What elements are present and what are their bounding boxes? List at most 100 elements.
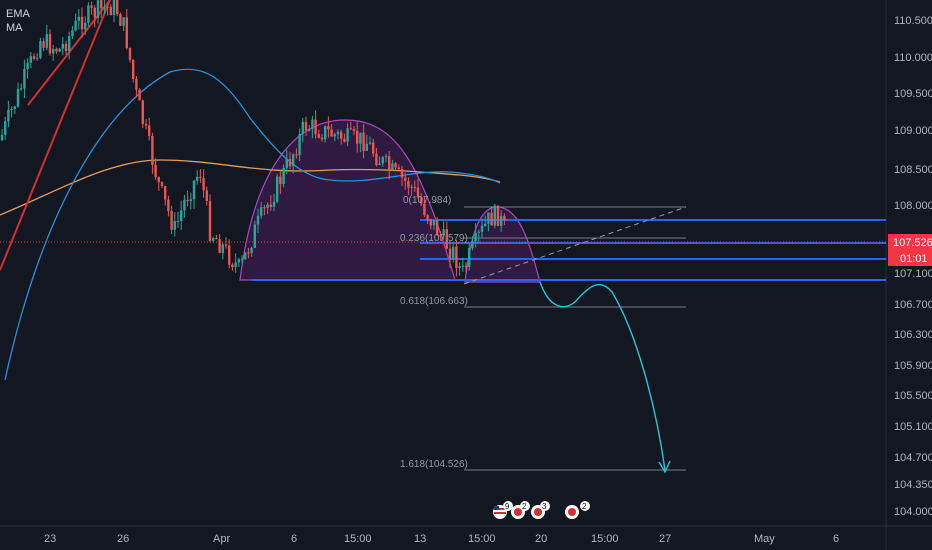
candle-body: [237, 259, 240, 263]
price-tick: 105.900: [894, 360, 932, 372]
ma-label[interactable]: MA: [6, 22, 23, 34]
trend-line-1[interactable]: [0, 0, 111, 271]
price-tick: 104.000: [894, 506, 932, 518]
candle-body: [16, 89, 20, 107]
event-icon[interactable]: 3: [531, 501, 550, 519]
candle-body: [122, 17, 125, 26]
candle-body: [452, 246, 455, 259]
candle-body: [253, 224, 256, 248]
price-tick: 110.000: [894, 52, 932, 64]
candle-body: [112, 0, 116, 16]
candle-body: [298, 133, 301, 156]
candle-body: [285, 158, 288, 168]
candle-body: [500, 215, 503, 226]
candle-body: [423, 203, 426, 216]
candle-body: [74, 20, 77, 31]
candle-body: [368, 142, 372, 144]
candle-body: [228, 245, 231, 265]
price-tick: 109.500: [894, 88, 932, 100]
candle-body: [356, 130, 359, 144]
ema-label[interactable]: EMA: [6, 8, 30, 20]
fib-trend-dashed[interactable]: [463, 206, 687, 285]
candle-body: [394, 163, 397, 168]
projection-path[interactable]: [539, 281, 666, 471]
candle-body: [68, 36, 71, 52]
candle-body: [80, 16, 84, 30]
time-tick: 26: [117, 533, 129, 545]
candle-body: [308, 128, 311, 131]
candle-body: [362, 132, 365, 151]
event-markers[interactable]: 9 2 3 2: [493, 501, 590, 519]
candle-body: [58, 48, 61, 52]
ema-line[interactable]: [4, 68, 501, 381]
candle-body: [135, 78, 138, 90]
candle-body: [128, 48, 132, 60]
candle-body: [125, 17, 128, 49]
candle-body: [330, 129, 333, 137]
candle-body: [384, 156, 388, 158]
event-icon[interactable]: 2: [565, 501, 590, 519]
price-tick: 104.700: [894, 452, 932, 464]
candle-body: [186, 199, 189, 202]
candle-body: [96, 0, 100, 18]
candle-body: [336, 131, 340, 135]
candle-body: [154, 164, 157, 178]
candle-body: [276, 176, 279, 202]
candle-body: [0, 134, 4, 140]
candle-body: [496, 205, 500, 226]
candle-body: [260, 207, 263, 216]
price-axis[interactable]: 110.500 110.000 109.500 109.000 108.500 …: [894, 15, 932, 518]
candle-body: [106, 6, 109, 8]
candle-body: [164, 186, 167, 200]
countdown-tag: [888, 250, 932, 266]
time-tick: 15:00: [591, 533, 619, 545]
candle-body: [183, 199, 186, 211]
candle-body: [404, 177, 407, 181]
candle-body: [458, 266, 461, 268]
candle-body: [340, 131, 343, 139]
time-axis[interactable]: 23 26 Apr 6 15:00 13 15:00 20 15:00 27 M…: [44, 533, 839, 545]
fib-label-1618: 1.618(104.526): [400, 459, 468, 470]
candle-body: [202, 177, 205, 191]
candle-body: [244, 252, 247, 260]
fib-label-0618: 0.618(106.663): [400, 296, 468, 307]
candle-body: [23, 69, 26, 89]
candle-body: [263, 207, 266, 209]
price-tick: 108.000: [894, 200, 932, 212]
candle-body: [173, 221, 176, 230]
candle-body: [157, 177, 160, 183]
event-count: 2: [522, 502, 527, 511]
projection-arrowhead: [658, 460, 671, 474]
candle-body: [7, 109, 10, 122]
candle-body: [256, 215, 260, 225]
candle-body: [26, 62, 29, 70]
candle-body: [199, 176, 202, 178]
candle-body: [52, 48, 55, 54]
ma-line[interactable]: [0, 159, 501, 216]
price-tick: 105.100: [894, 421, 932, 433]
candle-body: [10, 109, 13, 111]
candle-body: [167, 199, 170, 212]
candle-body: [87, 5, 90, 23]
candle-body: [352, 129, 356, 131]
candle-body: [429, 219, 432, 226]
us-flag-icon[interactable]: 9: [493, 501, 513, 519]
countdown-value: 01:01: [900, 253, 928, 265]
candle-body: [471, 241, 474, 249]
time-tick: 23: [44, 533, 56, 545]
candle-body: [359, 132, 362, 144]
candle-body: [215, 238, 218, 240]
candles-group: [0, 0, 506, 277]
candle-body: [90, 5, 93, 8]
candle-body: [301, 121, 304, 134]
candle-body: [343, 138, 346, 142]
event-count: 3: [542, 502, 547, 511]
candle-body: [221, 244, 224, 253]
candle-body: [4, 121, 7, 135]
time-tick: 15:00: [344, 533, 372, 545]
candle-body: [61, 43, 64, 49]
event-icon[interactable]: 2: [511, 501, 530, 519]
candle-body: [468, 248, 471, 267]
candle-body: [493, 205, 496, 226]
